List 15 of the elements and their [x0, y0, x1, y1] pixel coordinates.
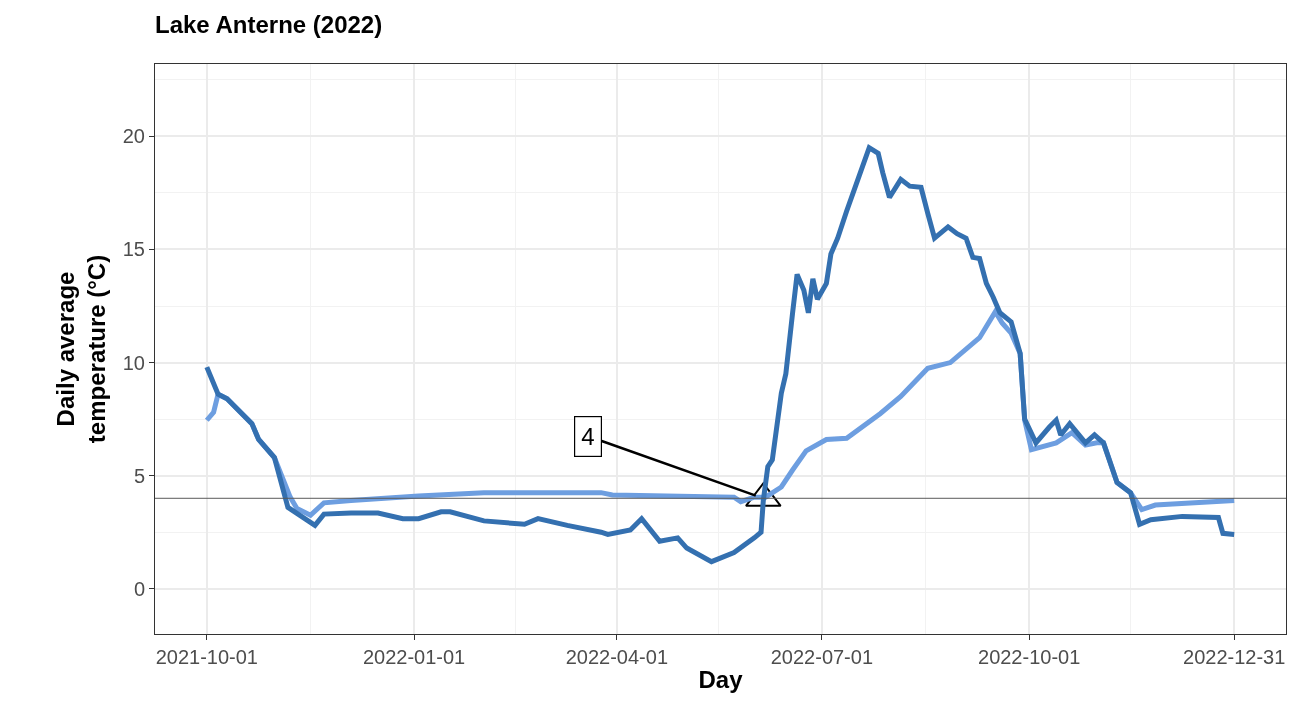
chart-title: Lake Anterne (2022) — [155, 10, 383, 38]
y-tick-label: 0 — [133, 577, 145, 600]
x-tick-label: 2022-01-01 — [362, 646, 466, 668]
x-tick-label: 2022-07-01 — [770, 646, 874, 668]
x-tick-label: 2021-10-01 — [155, 646, 258, 668]
y-tick-label: 10 — [122, 351, 145, 374]
y-tick-label: 15 — [122, 238, 145, 261]
y-tick-label: 20 — [122, 125, 145, 148]
y-tick-label: 5 — [133, 464, 145, 487]
annotation: 4 — [581, 423, 595, 451]
x-axis-title: Day — [698, 666, 744, 694]
x-tick-label: 2022-04-01 — [565, 646, 669, 668]
x-tick-label: 2022-10-01 — [978, 646, 1081, 668]
x-tick-label: 2022-12-31 — [1183, 646, 1286, 668]
y-axis-title: Daily average temperature (°C) — [51, 254, 110, 444]
